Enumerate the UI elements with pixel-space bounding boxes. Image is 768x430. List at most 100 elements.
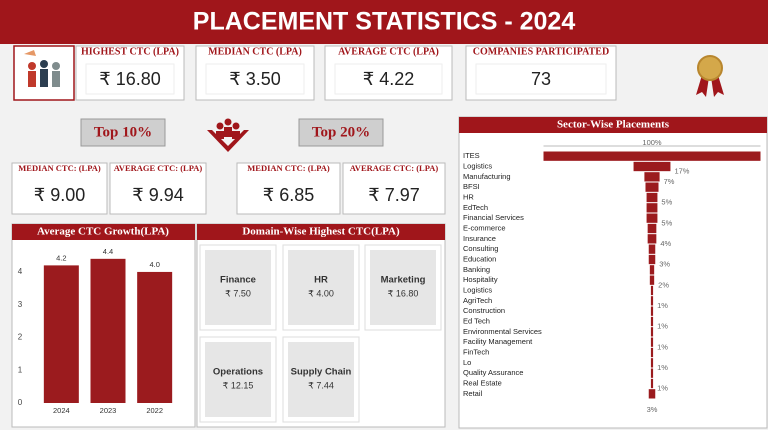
category-label: Manufacturing bbox=[463, 172, 511, 181]
y-tick-label: 2 bbox=[18, 333, 23, 342]
domain-name: Supply Chain bbox=[291, 367, 352, 378]
y-tick-label: 1 bbox=[18, 365, 23, 374]
funnel-bar bbox=[647, 223, 657, 234]
funnel-value-label: 3% bbox=[647, 405, 658, 414]
kpi-value-box bbox=[85, 63, 175, 95]
page-title: PLACEMENT STATISTICS - 2024 bbox=[193, 8, 576, 36]
funnel-bar bbox=[649, 265, 655, 275]
funnel-bar bbox=[650, 337, 654, 347]
stat-card bbox=[342, 162, 446, 215]
stat-value: ₹ 9.94 bbox=[132, 185, 184, 205]
stat-label: MEDIAN CTC: (LPA) bbox=[247, 163, 330, 173]
funnel-value-label: 1% bbox=[657, 342, 668, 351]
logo-icon bbox=[207, 118, 249, 152]
category-label: Ed Tech bbox=[463, 316, 490, 325]
category-label: Environmental Services bbox=[463, 327, 542, 336]
chart-panel bbox=[458, 116, 768, 429]
domain-value: ₹ 7.44 bbox=[308, 380, 334, 390]
category-label: Lo bbox=[463, 358, 471, 367]
funnel-value-label: 100% bbox=[642, 138, 662, 147]
funnel-value-label: 17% bbox=[674, 167, 689, 176]
stat-label: AVERAGE CTC: (LPA) bbox=[114, 163, 203, 173]
stat-label: AVERAGE CTC: (LPA) bbox=[350, 163, 439, 173]
stat-card bbox=[109, 162, 207, 215]
stat-value: ₹ 9.00 bbox=[34, 185, 86, 205]
bar bbox=[90, 258, 126, 403]
domain-value: ₹ 7.50 bbox=[225, 288, 251, 298]
funnel-bar bbox=[650, 347, 654, 358]
funnel-value-label: 1% bbox=[657, 301, 668, 310]
kpi-value-box bbox=[475, 63, 607, 95]
domain-card bbox=[370, 250, 436, 325]
category-label: FinTech bbox=[463, 347, 489, 356]
funnel-bar bbox=[633, 161, 671, 172]
filter-button-label[interactable]: Top 10% bbox=[94, 124, 152, 140]
domain-value: ₹ 4.00 bbox=[308, 288, 334, 298]
stat-label: MEDIAN CTC: (LPA) bbox=[18, 163, 101, 173]
funnel-value-label: 1% bbox=[657, 384, 668, 393]
funnel-bar bbox=[650, 327, 654, 337]
domain-value: ₹ 12.15 bbox=[223, 380, 254, 390]
filter-button[interactable] bbox=[80, 118, 166, 147]
category-label: Consulting bbox=[463, 244, 498, 253]
funnel-bar bbox=[646, 203, 658, 213]
x-tick-label: 2023 bbox=[100, 406, 117, 415]
chart-title: Average CTC Growth(LPA) bbox=[37, 226, 169, 238]
category-label: EdTech bbox=[463, 203, 488, 212]
x-tick-label: 2022 bbox=[146, 406, 163, 415]
category-label: Retail bbox=[463, 389, 483, 398]
category-label: Quality Assurance bbox=[463, 368, 523, 377]
funnel-value-label: 1% bbox=[657, 363, 668, 372]
kpi-value: 73 bbox=[531, 69, 551, 89]
domain-value: ₹ 16.80 bbox=[388, 288, 419, 298]
kpi-label: HIGHEST CTC (LPA) bbox=[81, 46, 179, 57]
bar bbox=[137, 271, 173, 403]
funnel-bar bbox=[647, 234, 657, 244]
funnel-bar bbox=[650, 296, 654, 306]
domain-name: Operations bbox=[213, 367, 263, 378]
category-label: Banking bbox=[463, 265, 490, 274]
domain-name: Finance bbox=[220, 275, 256, 286]
category-label: Real Estate bbox=[463, 378, 502, 387]
x-tick-label: 2024 bbox=[53, 406, 70, 415]
funnel-bar bbox=[543, 151, 761, 161]
panel-header bbox=[459, 117, 767, 133]
funnel-value-label: 3% bbox=[659, 260, 670, 269]
funnel-bar bbox=[649, 275, 655, 285]
category-label: HR bbox=[463, 192, 474, 201]
domain-card bbox=[205, 250, 271, 325]
funnel-bar bbox=[648, 254, 656, 265]
category-label: AgriTech bbox=[463, 296, 492, 305]
header-bar bbox=[0, 0, 768, 44]
filter-button[interactable] bbox=[298, 118, 384, 147]
bar-value-label: 4.0 bbox=[149, 260, 159, 269]
panel-title: Domain-Wise Highest CTC(LPA) bbox=[242, 226, 400, 238]
stat-card bbox=[236, 162, 341, 215]
funnel-bar bbox=[646, 192, 658, 203]
kpi-label: COMPANIES PARTICIPATED bbox=[473, 46, 609, 57]
category-label: Construction bbox=[463, 306, 505, 315]
category-label: Logistics bbox=[463, 285, 492, 294]
funnel-bar bbox=[648, 389, 656, 399]
kpi-value: ₹ 16.80 bbox=[99, 69, 161, 89]
funnel-bar bbox=[644, 172, 660, 182]
kpi-label: MEDIAN CTC (LPA) bbox=[208, 46, 302, 57]
domain-name: HR bbox=[314, 275, 328, 286]
funnel-value-label: 5% bbox=[661, 198, 672, 207]
domain-card bbox=[288, 342, 354, 417]
funnel-bar bbox=[650, 378, 654, 389]
bar-value-label: 4.4 bbox=[103, 247, 113, 256]
category-label: BFSI bbox=[463, 182, 480, 191]
funnel-value-label: 1% bbox=[657, 322, 668, 331]
category-label: Financial Services bbox=[463, 213, 524, 222]
chart-title: Sector-Wise Placements bbox=[557, 119, 670, 131]
category-label: E-commerce bbox=[463, 223, 506, 232]
funnel-value-label: 7% bbox=[664, 177, 675, 186]
funnel-bar bbox=[650, 306, 654, 316]
domain-card bbox=[288, 250, 354, 325]
filter-button-label[interactable]: Top 20% bbox=[312, 124, 370, 140]
bar bbox=[43, 265, 79, 403]
category-label: Insurance bbox=[463, 234, 496, 243]
kpi-value-box bbox=[205, 63, 305, 95]
